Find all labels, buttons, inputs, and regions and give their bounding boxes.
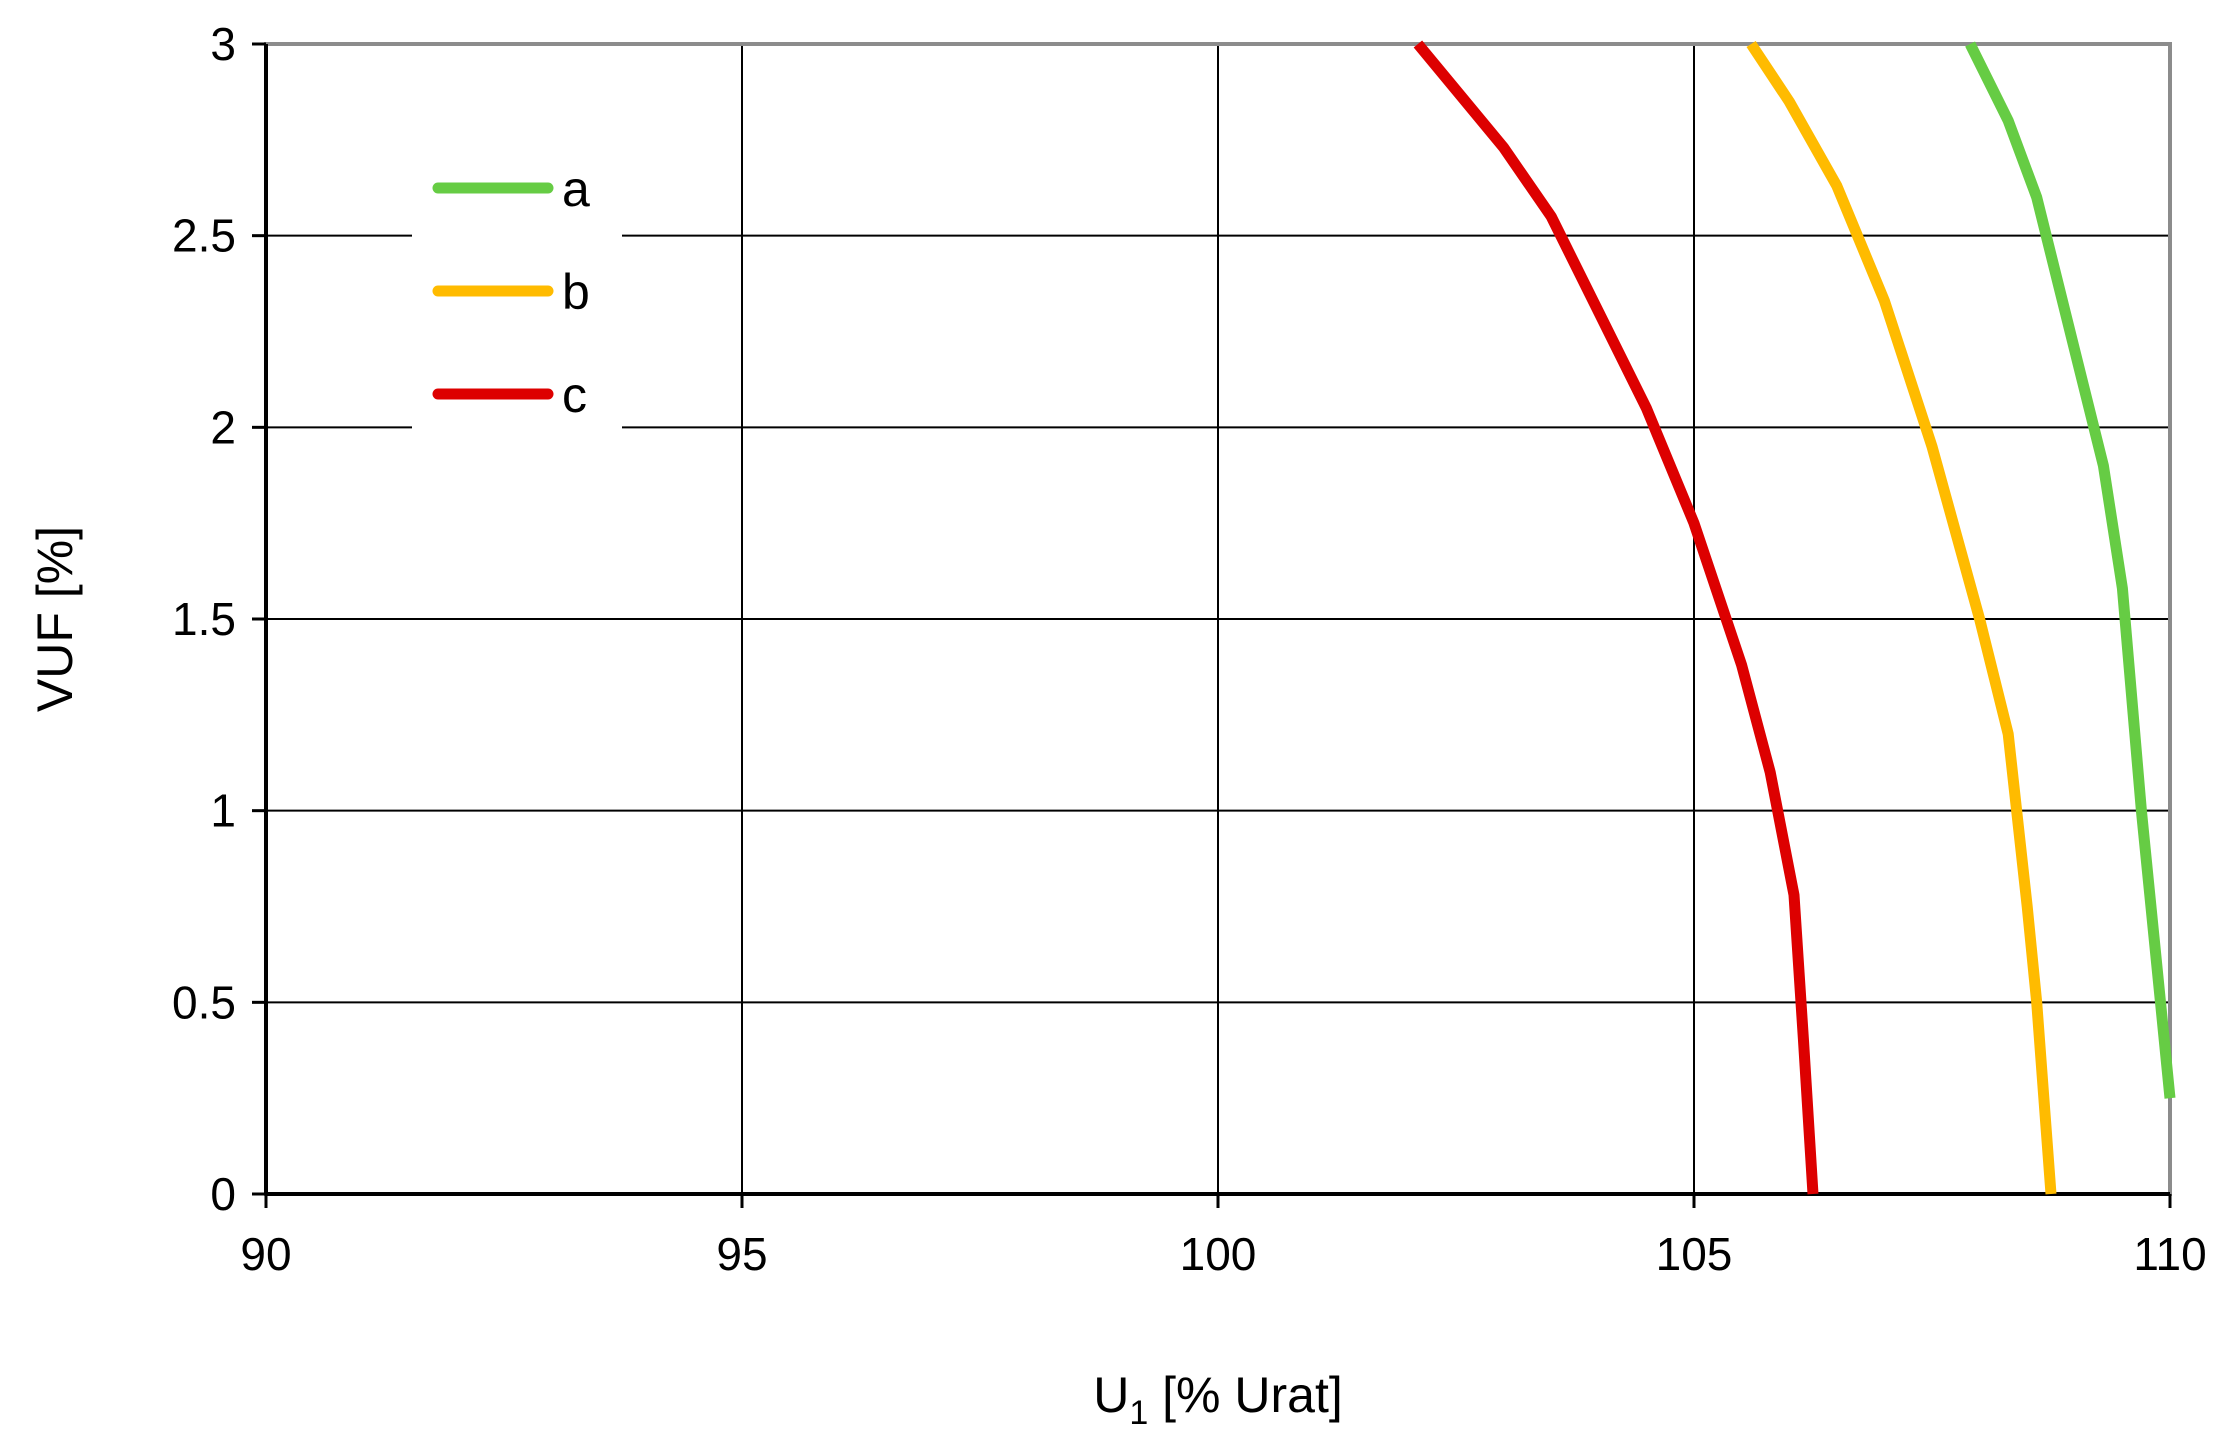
- y-axis: 0 0.5 1 1.5 2 2.5 3: [172, 18, 268, 1220]
- x-axis-title-subscript: 1: [1129, 1394, 1148, 1430]
- legend-label-a: a: [562, 161, 590, 217]
- y-axis-title: VUF [%]: [27, 526, 83, 712]
- legend: abc: [412, 138, 622, 458]
- y-tick-label: 2.5: [172, 210, 236, 262]
- series-line-b: [1746, 40, 2057, 1195]
- y-tick-label: 3: [210, 18, 236, 70]
- series-line-c: [1413, 40, 1819, 1195]
- y-tick-label: 1: [210, 785, 236, 837]
- x-tick-label: 90: [240, 1228, 291, 1280]
- y-tick-label: 0: [210, 1168, 236, 1220]
- y-tick-label: 0.5: [172, 976, 236, 1028]
- series-line-a: [1965, 41, 2176, 1099]
- x-axis: 90 95 100 105 110: [240, 1192, 2207, 1280]
- x-tick-label: 100: [1180, 1228, 1257, 1280]
- y-tick-label: 2: [210, 401, 236, 453]
- x-tick-label: 110: [2133, 1228, 2206, 1280]
- x-axis-title: U1 [% Urat]: [1093, 1367, 1343, 1430]
- y-tick-label: 1.5: [172, 593, 236, 645]
- legend-label-b: b: [562, 264, 590, 320]
- series-layer: [1413, 40, 2176, 1195]
- legend-label-c: c: [562, 367, 587, 423]
- x-tick-label: 105: [1656, 1228, 1733, 1280]
- x-tick-label: 95: [716, 1228, 767, 1280]
